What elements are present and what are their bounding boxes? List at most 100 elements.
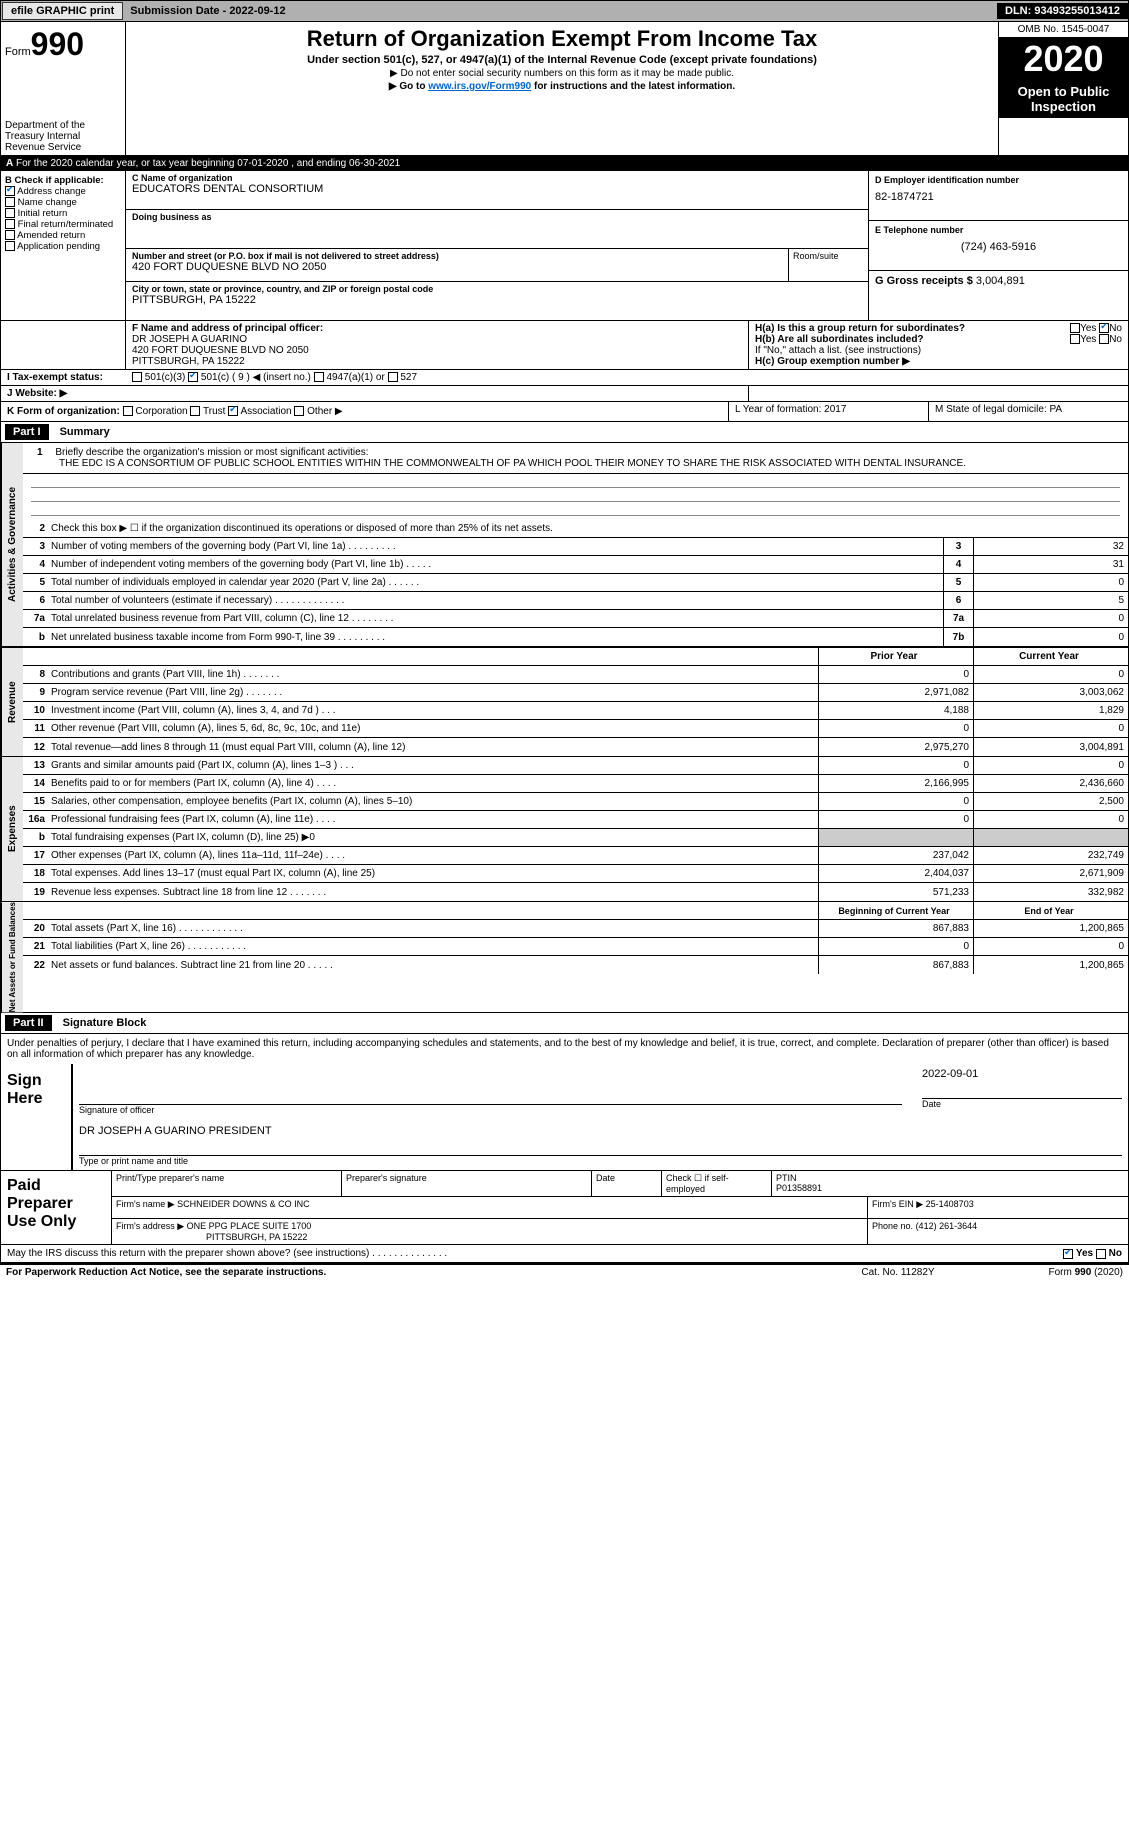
- form990-link[interactable]: www.irs.gov/Form990: [428, 81, 531, 92]
- line-text: Investment income (Part VIII, column (A)…: [51, 704, 818, 717]
- form-org-checkbox[interactable]: [228, 406, 238, 416]
- discuss-yes-checkbox[interactable]: [1063, 1249, 1073, 1259]
- line-num: 6: [23, 595, 51, 606]
- tax-status-option: 527: [400, 372, 417, 383]
- box-b-item: Application pending: [17, 241, 100, 252]
- prior-value: 4,188: [818, 702, 973, 719]
- line-text: Grants and similar amounts paid (Part IX…: [51, 759, 818, 772]
- tax-status-checkbox[interactable]: [314, 372, 324, 382]
- box-b-checkbox[interactable]: [5, 241, 15, 251]
- prior-value: 2,166,995: [818, 775, 973, 792]
- org-name-label: C Name of organization: [132, 173, 862, 183]
- mission-text: THE EDC IS A CONSORTIUM OF PUBLIC SCHOOL…: [59, 458, 966, 469]
- ptin-label: PTIN: [776, 1173, 797, 1183]
- form-footer: Form 990 (2020): [973, 1267, 1123, 1278]
- line-num: 16a: [23, 814, 51, 825]
- current-value: 3,004,891: [973, 738, 1128, 756]
- current-value: 1,200,865: [973, 956, 1128, 974]
- box-b-checkbox[interactable]: [5, 208, 15, 218]
- line-text: Professional fundraising fees (Part IX, …: [51, 813, 818, 826]
- prior-value: 0: [818, 938, 973, 955]
- line-num: 19: [23, 887, 51, 898]
- org-name: EDUCATORS DENTAL CONSORTIUM: [132, 183, 862, 195]
- box-b-checkbox[interactable]: [5, 219, 15, 229]
- current-value: 2,436,660: [973, 775, 1128, 792]
- form-org-checkbox[interactable]: [294, 406, 304, 416]
- line-num: 7a: [23, 613, 51, 624]
- line-a-text: For the 2020 calendar year, or tax year …: [16, 158, 400, 169]
- line-text: Total fundraising expenses (Part IX, col…: [51, 831, 818, 844]
- form-org-option: Trust: [203, 406, 225, 417]
- part-i-title: Summary: [52, 424, 118, 440]
- line-num: 11: [23, 723, 51, 734]
- preparer-date-header: Date: [592, 1171, 662, 1196]
- line-a: A For the 2020 calendar year, or tax yea…: [0, 156, 1129, 171]
- sig-date: 2022-09-01: [922, 1068, 1122, 1080]
- efile-print-button[interactable]: efile GRAPHIC print: [2, 2, 123, 20]
- box-b-item: Initial return: [18, 208, 68, 219]
- current-year-header: Current Year: [973, 648, 1128, 665]
- current-value: [973, 829, 1128, 846]
- hb-label: H(b) Are all subordinates included?: [755, 334, 924, 345]
- firm-addr2: PITTSBURGH, PA 15222: [206, 1232, 307, 1242]
- line-num: 18: [23, 868, 51, 879]
- box-b-checkbox[interactable]: [5, 230, 15, 240]
- firm-ein-label: Firm's EIN ▶: [872, 1199, 923, 1209]
- prior-value: 2,404,037: [818, 865, 973, 882]
- phone-label: E Telephone number: [875, 225, 1122, 235]
- room-suite-label: Room/suite: [788, 249, 868, 283]
- signature-block: Under penalties of perjury, I declare th…: [0, 1034, 1129, 1263]
- box-b-checkbox[interactable]: [5, 186, 15, 196]
- hb-yes-checkbox[interactable]: [1070, 334, 1080, 344]
- subtitle-3: ▶ Go to www.irs.gov/Form990 for instruct…: [134, 81, 990, 92]
- line-text: Number of voting members of the governin…: [51, 540, 943, 553]
- perjury-text: Under penalties of perjury, I declare th…: [1, 1034, 1128, 1064]
- line-box: 7a: [943, 610, 973, 627]
- self-employed-check: Check ☐ if self-employed: [662, 1171, 772, 1196]
- org-address: 420 FORT DUQUESNE BLVD NO 2050: [132, 261, 782, 273]
- box-h: H(a) Is this a group return for subordin…: [748, 321, 1128, 369]
- part-ii-header: Part II Signature Block: [0, 1013, 1129, 1034]
- paperwork-notice: For Paperwork Reduction Act Notice, see …: [6, 1267, 823, 1278]
- firm-phone-label: Phone no.: [872, 1221, 913, 1231]
- year-formation: L Year of formation: 2017: [728, 402, 928, 421]
- ha-yes-checkbox[interactable]: [1070, 323, 1080, 333]
- blank-line: [31, 474, 1120, 488]
- form-org-checkbox[interactable]: [123, 406, 133, 416]
- submission-date: Submission Date - 2022-09-12: [124, 3, 291, 19]
- line-num: 22: [23, 960, 51, 971]
- form-org-option: Association: [240, 406, 291, 417]
- year-cell: OMB No. 1545-0047 2020 Open to Public In…: [998, 22, 1128, 118]
- state-domicile: M State of legal domicile: PA: [928, 402, 1128, 421]
- ha-no-checkbox[interactable]: [1099, 323, 1109, 333]
- line-text: Net unrelated business taxable income fr…: [51, 631, 943, 644]
- tax-status-checkbox[interactable]: [388, 372, 398, 382]
- line-value: 0: [973, 610, 1128, 627]
- subtitle-2: ▶ Do not enter social security numbers o…: [134, 68, 990, 79]
- open-to-public: Open to Public Inspection: [999, 80, 1128, 118]
- goto-prefix: ▶ Go to: [389, 81, 428, 92]
- line-num: 5: [23, 577, 51, 588]
- form-org-checkbox[interactable]: [190, 406, 200, 416]
- line-text: Program service revenue (Part VIII, line…: [51, 686, 818, 699]
- officer-printed-name: DR JOSEPH A GUARINO PRESIDENT: [79, 1125, 1122, 1137]
- officer-name: DR JOSEPH A GUARINO: [132, 334, 247, 345]
- box-b-checkbox[interactable]: [5, 197, 15, 207]
- officer-addr2: PITTSBURGH, PA 15222: [132, 356, 245, 367]
- hb-no-checkbox[interactable]: [1099, 334, 1109, 344]
- dln-label: DLN: 93493255013412: [997, 3, 1128, 19]
- tax-status-option: 501(c)(3): [145, 372, 186, 383]
- print-preparer-header: Print/Type preparer's name: [112, 1171, 342, 1196]
- line-num: 8: [23, 669, 51, 680]
- phone-value: (724) 463-5916: [875, 241, 1122, 253]
- type-name-label: Type or print name and title: [79, 1155, 1122, 1166]
- hb-yes: Yes: [1080, 334, 1096, 345]
- city-label: City or town, state or province, country…: [132, 284, 862, 294]
- part-i-header: Part I Summary: [0, 422, 1129, 443]
- tax-status-checkbox[interactable]: [188, 372, 198, 382]
- tax-status-checkbox[interactable]: [132, 372, 142, 382]
- line-text: Number of independent voting members of …: [51, 558, 943, 571]
- form-org-option: Corporation: [135, 406, 187, 417]
- discuss-no-checkbox[interactable]: [1096, 1249, 1106, 1259]
- discuss-text: May the IRS discuss this return with the…: [7, 1248, 1063, 1259]
